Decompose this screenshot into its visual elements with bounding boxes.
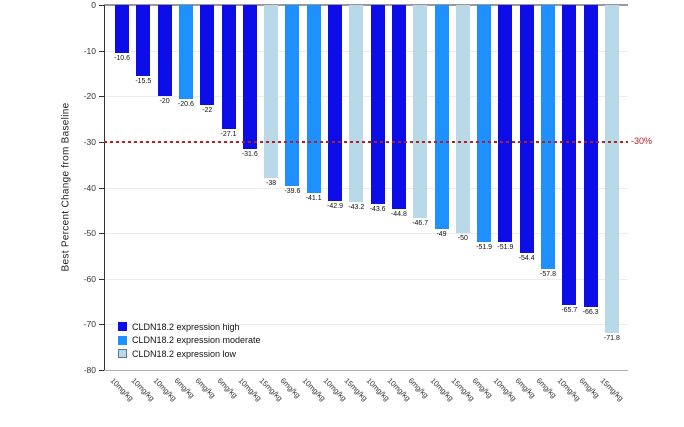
bar-value-label: -27.1: [220, 130, 237, 138]
y-tick-mark: [99, 370, 104, 371]
bar-value-label: -15.5: [135, 77, 152, 85]
y-tick-label: -20: [83, 91, 96, 102]
legend-item-high: CLDN18.2 expression high: [118, 320, 261, 334]
gridline: [104, 50, 628, 52]
bar-value-label: -42.9: [327, 202, 343, 210]
bar: [455, 5, 470, 234]
bar-value-label: -49: [436, 230, 447, 238]
bar-value-label: -20: [159, 98, 170, 106]
y-tick-mark: [99, 278, 104, 280]
gridline: [104, 233, 628, 235]
bar: [200, 5, 215, 106]
bar: [477, 5, 492, 242]
bar: [391, 5, 406, 210]
bar-value-label: -44.8: [390, 211, 407, 219]
bar-value-label: -71.8: [603, 334, 620, 342]
bar: [562, 5, 577, 305]
y-tick-label: -60: [83, 273, 96, 284]
bar-value-label: -22: [202, 107, 213, 115]
y-tick-label: -70: [83, 319, 96, 330]
bar: [604, 5, 619, 333]
bar-value-label: -38: [266, 180, 277, 188]
y-tick-mark: [99, 141, 104, 143]
bar-value-label: -10.6: [114, 55, 130, 63]
y-tick-mark: [99, 324, 104, 326]
y-tick-label: -30: [83, 136, 96, 147]
bar-value-label: -66.3: [582, 309, 599, 317]
bar-value-label: -46.7: [412, 220, 429, 228]
legend: CLDN18.2 expression high CLDN18.2 expres…: [118, 320, 261, 361]
zero-line: [104, 4, 628, 6]
legend-label-moderate: CLDN18.2 expression moderate: [132, 335, 261, 346]
bar: [136, 5, 151, 76]
bar: [328, 5, 342, 201]
x-tick-label: 6mg/kg: [534, 376, 559, 400]
bar-value-label: -43.6: [369, 205, 386, 213]
x-tick-label: 15mg/kg: [598, 376, 626, 403]
y-tick-label: -80: [83, 365, 96, 375]
bar: [583, 5, 598, 308]
bar: [434, 5, 449, 229]
gridline: [104, 187, 628, 189]
gridline: [104, 324, 628, 326]
bar-value-label: -51.9: [476, 243, 493, 251]
bar-value-label: -50: [457, 235, 468, 243]
bar: [221, 5, 236, 129]
bar: [115, 5, 129, 54]
gridline: [104, 278, 628, 280]
x-tick-label: 6mg/kg: [215, 376, 239, 400]
bar: [541, 5, 555, 269]
bar-value-label: -31.6: [241, 151, 258, 159]
y-tick-mark: [99, 96, 104, 98]
gridline: [104, 370, 628, 371]
bar-value-label: -65.7: [561, 306, 578, 314]
bar: [285, 5, 300, 186]
x-tick-label: 6mg/kg: [193, 376, 218, 400]
y-tick-mark: [99, 233, 104, 235]
bar-value-label: -20.6: [177, 100, 194, 108]
legend-swatch-high-icon: [118, 322, 127, 332]
bar: [498, 5, 513, 242]
legend-swatch-low-icon: [118, 349, 127, 359]
bar: [264, 5, 279, 179]
reference-line-30pct-icon: [104, 140, 628, 143]
legend-item-low: CLDN18.2 expression low: [118, 347, 261, 361]
y-tick-mark: [99, 50, 104, 52]
bar-value-label: -57.8: [540, 270, 556, 278]
y-tick-label: -40: [83, 182, 96, 193]
legend-item-moderate: CLDN18.2 expression moderate: [118, 334, 261, 348]
reference-line-label: -30%: [631, 135, 653, 146]
y-tick-label: 0: [91, 0, 96, 10]
bar-value-label: -51.9: [497, 243, 514, 251]
bar-value-label: -41.1: [305, 194, 322, 202]
bar: [519, 5, 534, 254]
bar: [242, 5, 257, 150]
bar-value-label: -54.4: [518, 255, 535, 263]
bar: [178, 5, 193, 99]
bar: [349, 5, 364, 203]
y-tick-mark: [99, 187, 104, 189]
y-axis-spine: [104, 5, 105, 370]
legend-label-high: CLDN18.2 expression high: [132, 321, 240, 332]
bar-value-label: -43.2: [348, 204, 365, 212]
legend-label-low: CLDN18.2 expression low: [132, 348, 237, 359]
y-tick-label: -10: [83, 45, 96, 56]
bar: [306, 5, 321, 193]
y-tick-label: -50: [83, 228, 96, 239]
bar-value-label: -39.6: [284, 187, 301, 195]
legend-swatch-moderate-icon: [118, 335, 127, 345]
gridline: [104, 96, 628, 98]
y-tick-mark: [99, 5, 104, 6]
bar: [413, 5, 428, 219]
bar: [157, 5, 172, 97]
bar: [370, 5, 385, 204]
